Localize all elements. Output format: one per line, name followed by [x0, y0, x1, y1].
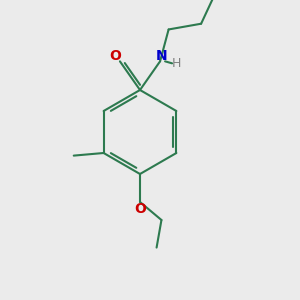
- Text: N: N: [155, 49, 167, 63]
- Text: O: O: [134, 202, 146, 216]
- Text: O: O: [109, 49, 121, 63]
- Text: H: H: [171, 57, 181, 70]
